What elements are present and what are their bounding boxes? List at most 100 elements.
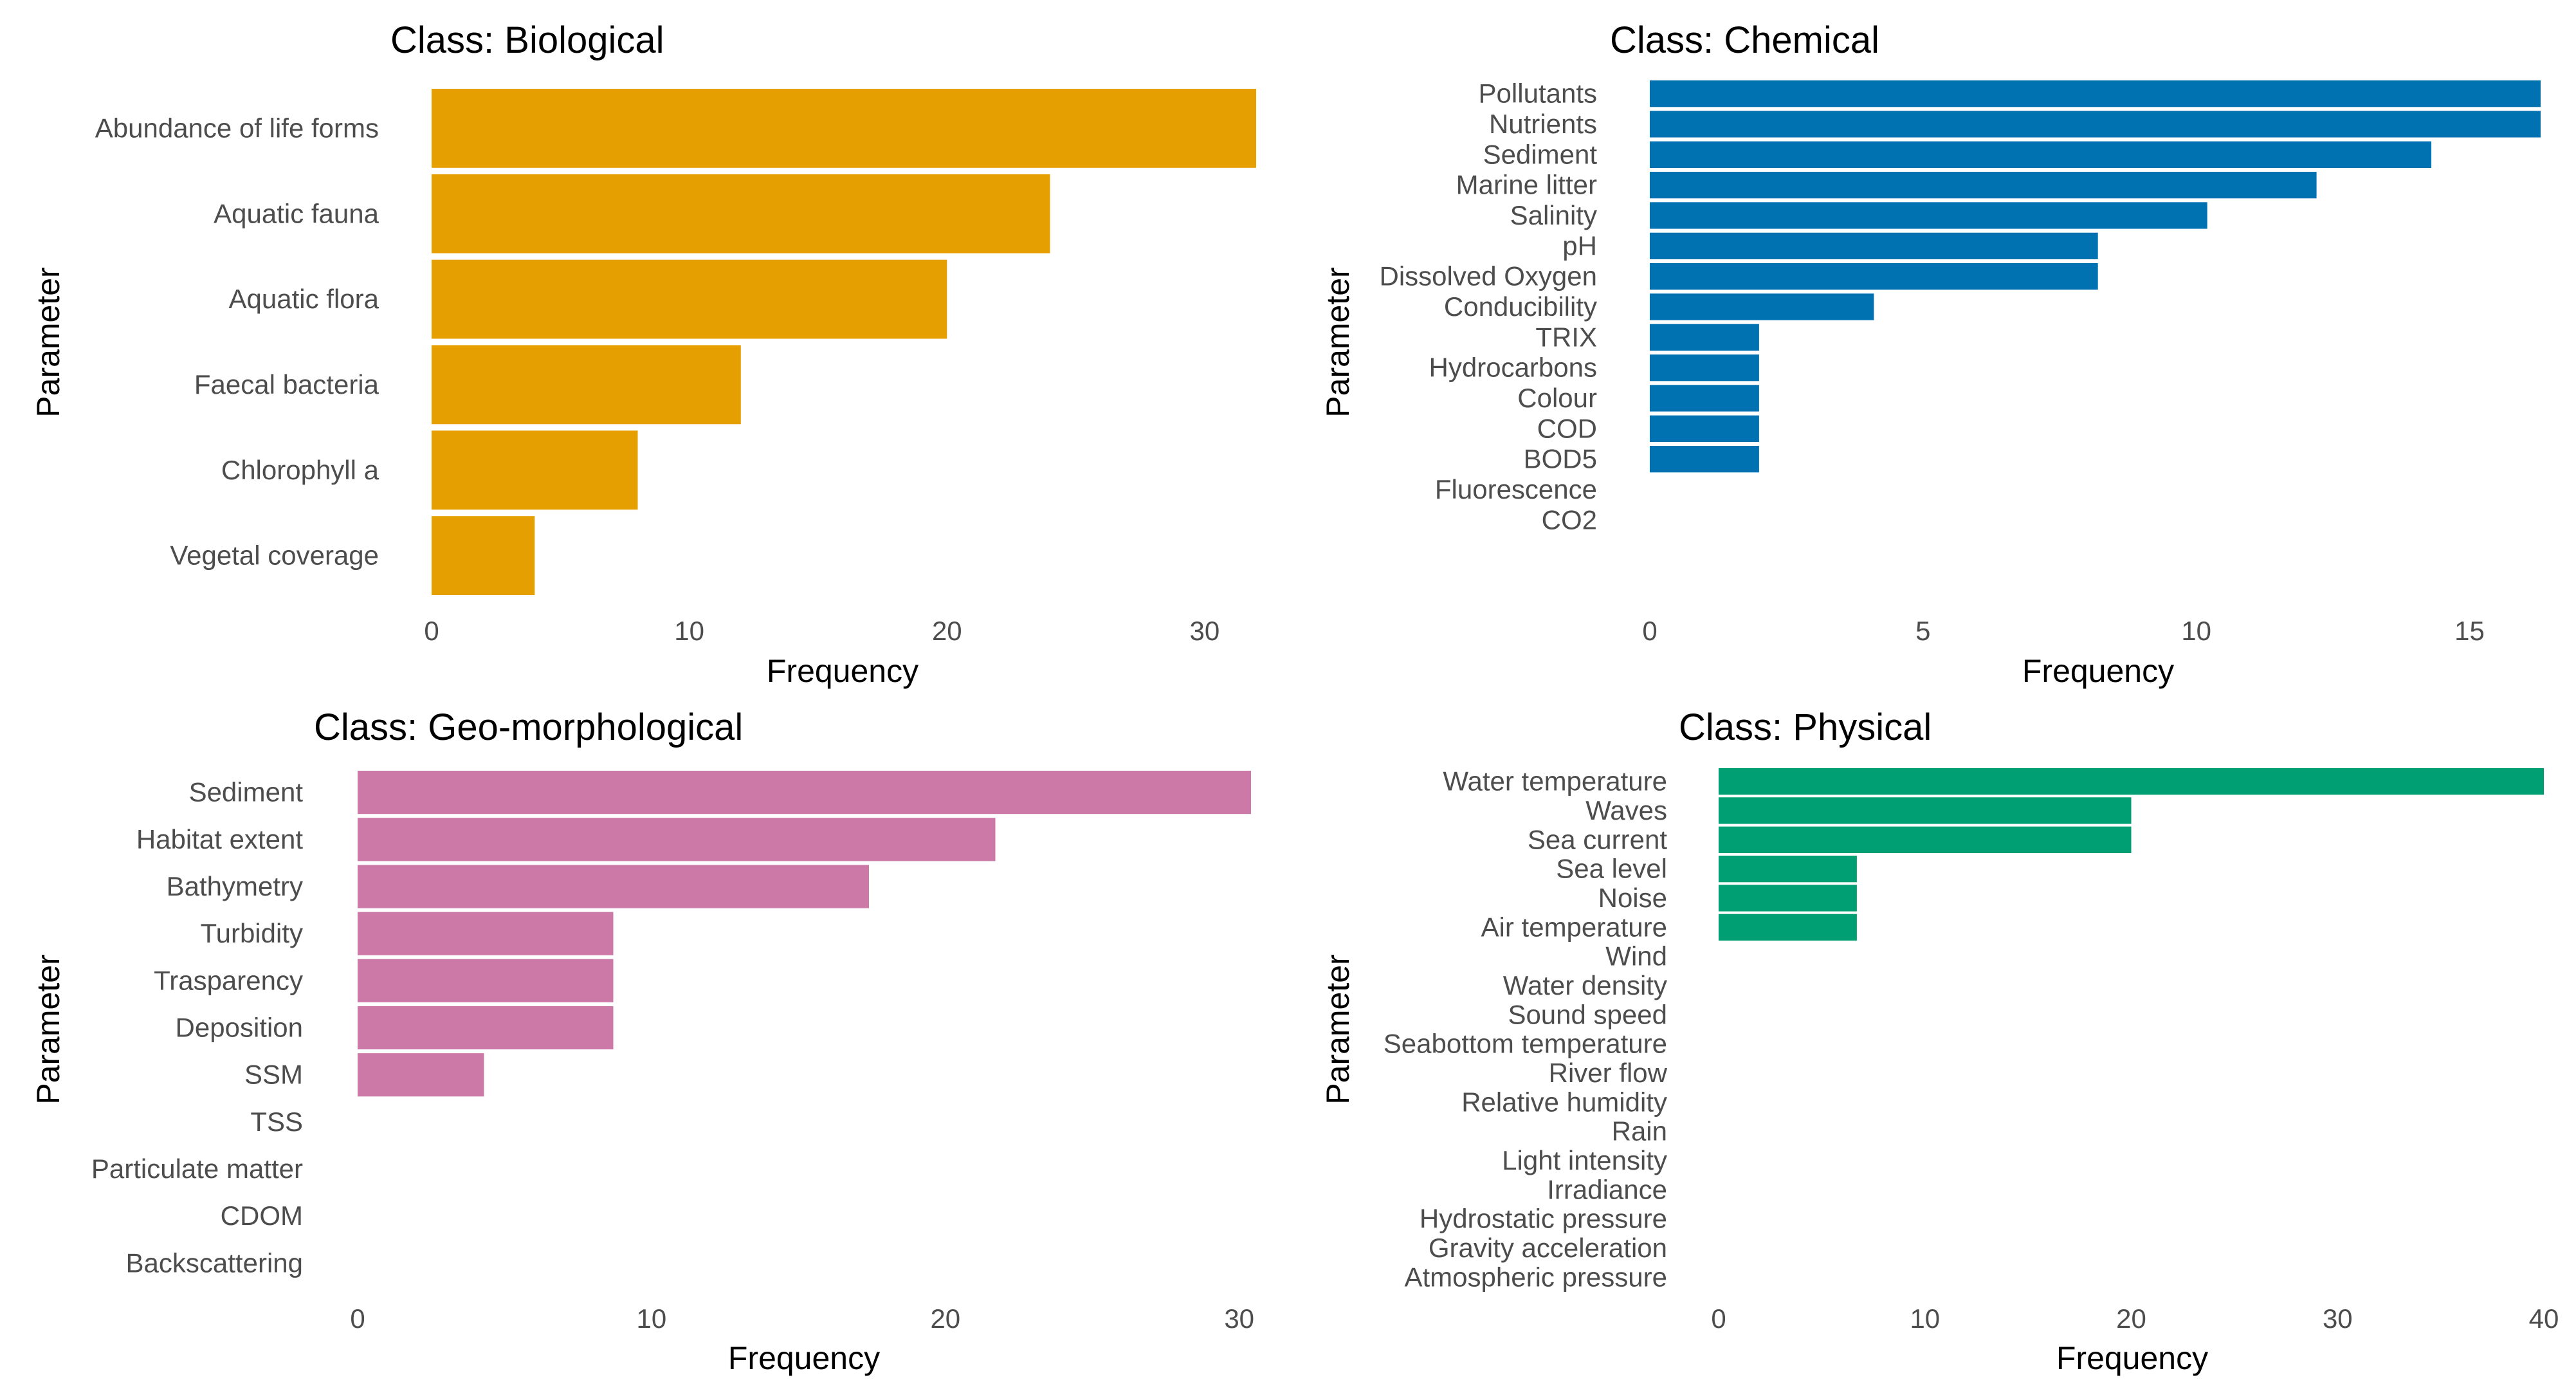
category-label: Gravity acceleration: [1429, 1233, 1667, 1263]
tick-label: 20: [932, 616, 962, 646]
tick-label: 5: [1915, 616, 1930, 646]
category-label: Light intensity: [1502, 1145, 1667, 1175]
panel-physical: Class: Physical Water temperatureWavesSe…: [1320, 706, 2559, 1376]
category-label: Vegetal coverage: [170, 540, 379, 571]
category-label: Wind: [1605, 941, 1667, 971]
x-ticks-chemical: 0 5 10 15: [1642, 616, 2485, 646]
x-axis-label: Frequency: [728, 1340, 880, 1376]
tick-label: 10: [674, 616, 704, 646]
bar: [1719, 768, 2544, 795]
category-label: Hydrostatic pressure: [1420, 1204, 1667, 1234]
x-axis-label: Frequency: [767, 653, 918, 689]
category-label: Dissolved Oxygen: [1380, 261, 1597, 291]
tick-label: 20: [930, 1303, 960, 1334]
bar: [1650, 172, 2317, 199]
bar: [1719, 914, 1857, 941]
category-label: Backscattering: [126, 1247, 303, 1278]
category-labels-geo-morphological: Sediment Habitat extent Bathymetry Turbidit…: [91, 777, 303, 1278]
bar: [1650, 293, 1874, 320]
bar: [432, 430, 638, 510]
bar: [432, 345, 741, 425]
category-label: SSM: [244, 1060, 303, 1090]
category-label: TRIX: [1535, 322, 1597, 352]
x-axis-label: Frequency: [2022, 653, 2174, 689]
category-label: Sediment: [1483, 139, 1598, 169]
bar: [1650, 202, 2207, 229]
bar: [358, 912, 614, 955]
category-label: Seabottom temperature: [1384, 1029, 1667, 1059]
category-label: Nutrients: [1489, 109, 1597, 139]
tick-label: 40: [2529, 1303, 2559, 1334]
category-label: CDOM: [221, 1201, 303, 1231]
tick-label: 15: [2454, 616, 2485, 646]
category-label: Aquatic fauna: [214, 198, 379, 228]
tick-label: 30: [2323, 1303, 2353, 1334]
bar: [1650, 141, 2432, 168]
bar: [1719, 856, 1857, 883]
y-axis-label: Parameter: [1320, 267, 1356, 417]
chart-title: Class: Physical: [1679, 706, 1932, 748]
category-label: Atmospheric pressure: [1405, 1262, 1668, 1292]
category-label: TSS: [250, 1107, 303, 1137]
category-label: Relative humidity: [1461, 1087, 1667, 1117]
bar: [432, 259, 947, 339]
bar: [1719, 797, 2132, 824]
category-label: Abundance of life forms: [95, 113, 379, 143]
category-label: Water temperature: [1443, 766, 1667, 796]
bar: [1650, 80, 2541, 107]
category-label: Bathymetry: [167, 871, 303, 901]
bar: [1650, 263, 2098, 290]
category-label: Waves: [1585, 795, 1667, 825]
category-label: Sea current: [1528, 824, 1667, 854]
y-axis-label: Parameter: [30, 954, 66, 1104]
bar: [432, 516, 535, 595]
x-ticks-geo-morphological: 0 10 20 30: [350, 1303, 1254, 1334]
tick-label: 0: [1711, 1303, 1726, 1334]
x-ticks-physical: 0 10 20 30 40: [1711, 1303, 2559, 1334]
category-label: BOD5: [1524, 444, 1597, 474]
tick-label: 10: [637, 1303, 667, 1334]
x-axis-label: Frequency: [2056, 1340, 2208, 1376]
category-label: Sound speed: [1508, 999, 1667, 1029]
bar: [1650, 354, 1759, 382]
category-label: Faecal bacteria: [194, 369, 379, 400]
panel-biological: Class: Biological Abundance of life form…: [30, 19, 1256, 689]
x-ticks-biological: 0 10 20 30: [424, 616, 1219, 646]
bar: [358, 1053, 484, 1097]
bar: [432, 89, 1256, 168]
panel-chemical: Class: Chemical PollutantsNutrientsSedim…: [1320, 19, 2541, 689]
category-label: Pollutants: [1479, 78, 1597, 109]
category-labels-biological: Abundance of life forms Aquatic fauna Aqua…: [95, 113, 379, 570]
category-label: Irradiance: [1547, 1174, 1667, 1204]
y-axis-label: Parameter: [1320, 954, 1356, 1104]
category-label: Water density: [1503, 970, 1667, 1000]
bars-biological: [432, 89, 1256, 595]
category-label: Chlorophyll a: [221, 455, 379, 485]
panel-geo-morphological: Class: Geo-morphological Sediment Habitat…: [30, 706, 1254, 1376]
bar: [358, 771, 1251, 814]
tick-label: 0: [424, 616, 439, 646]
tick-label: 10: [2181, 616, 2211, 646]
bars-physical: [1719, 768, 2544, 941]
category-label: Aquatic flora: [229, 284, 379, 314]
category-label: CO2: [1542, 504, 1597, 535]
tick-label: 0: [350, 1303, 365, 1334]
bars-geo-morphological: [358, 771, 1251, 1097]
category-label: River flow: [1549, 1058, 1668, 1088]
chart-title: Class: Geo-morphological: [314, 706, 743, 748]
category-label: pH: [1562, 230, 1597, 261]
bar: [1650, 111, 2541, 138]
category-label: Noise: [1598, 883, 1667, 913]
tick-label: 10: [1910, 1303, 1940, 1334]
category-label: Air temperature: [1481, 912, 1667, 942]
bar: [358, 959, 614, 1002]
category-label: Turbidity: [201, 918, 304, 948]
tick-label: 0: [1642, 616, 1657, 646]
tick-label: 20: [2116, 1303, 2146, 1334]
bar: [358, 865, 869, 908]
tick-label: 30: [1190, 616, 1220, 646]
bar: [1650, 446, 1759, 473]
